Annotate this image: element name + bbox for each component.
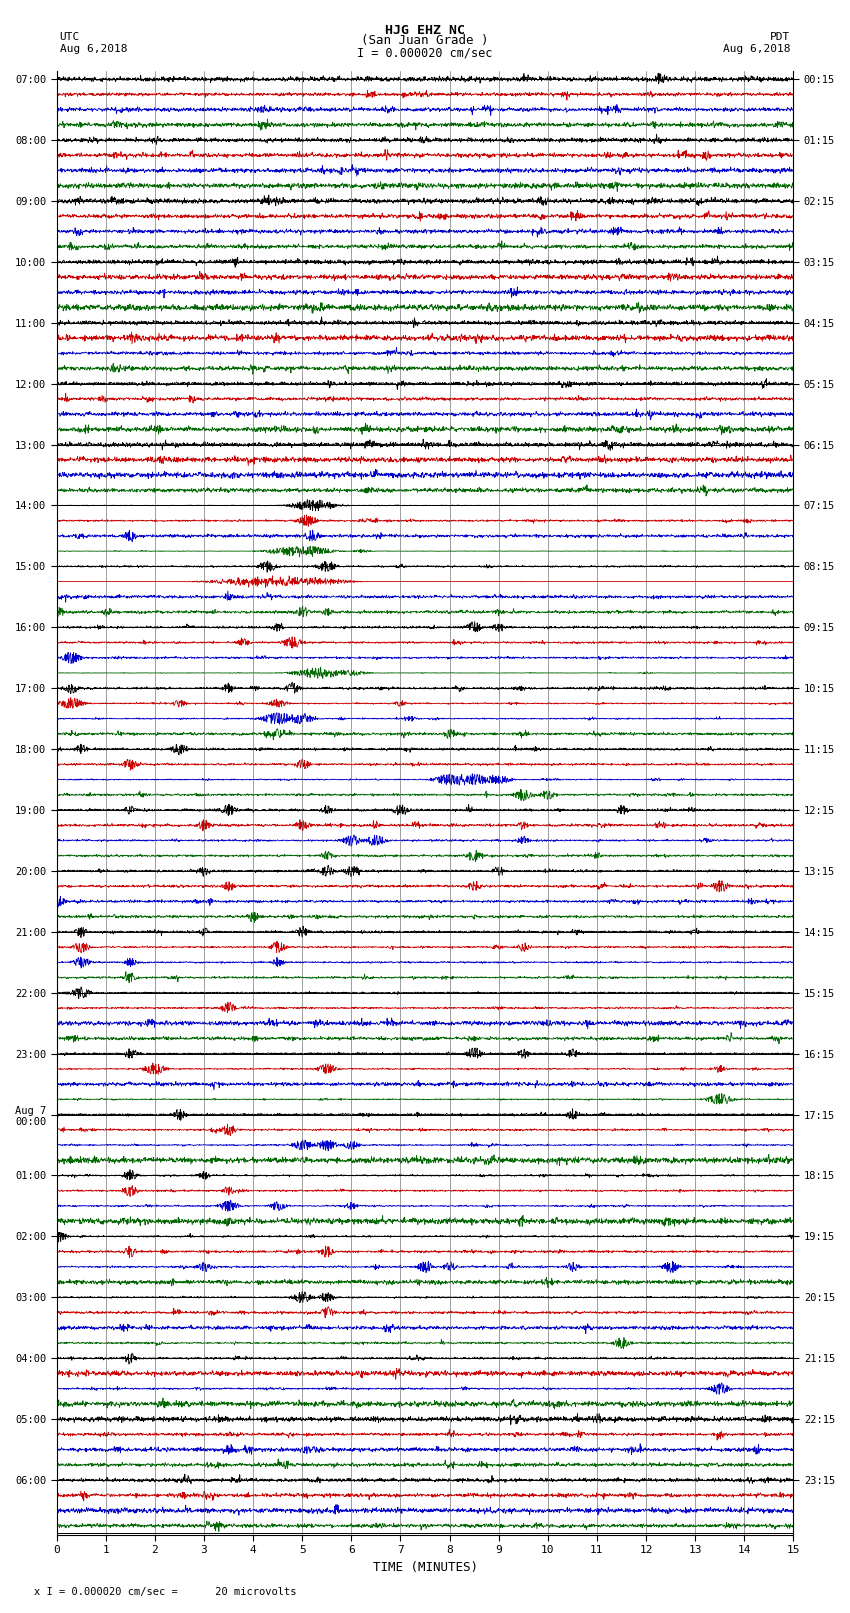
Text: x I = 0.000020 cm/sec =      20 microvolts: x I = 0.000020 cm/sec = 20 microvolts — [34, 1587, 297, 1597]
Text: I = 0.000020 cm/sec: I = 0.000020 cm/sec — [357, 47, 493, 60]
Text: (San Juan Grade ): (San Juan Grade ) — [361, 34, 489, 47]
Text: PDT
Aug 6,2018: PDT Aug 6,2018 — [723, 32, 791, 53]
Text: HJG EHZ NC: HJG EHZ NC — [385, 24, 465, 37]
Text: UTC
Aug 6,2018: UTC Aug 6,2018 — [60, 32, 127, 53]
X-axis label: TIME (MINUTES): TIME (MINUTES) — [372, 1561, 478, 1574]
